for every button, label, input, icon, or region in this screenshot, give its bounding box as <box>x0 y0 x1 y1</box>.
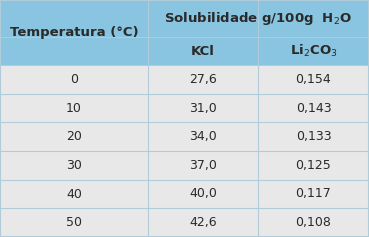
Bar <box>0 180 369 208</box>
Text: 0,143: 0,143 <box>296 101 331 114</box>
Text: 30: 30 <box>66 159 82 172</box>
Text: 27,6: 27,6 <box>189 73 217 86</box>
Text: Li$_2$CO$_3$: Li$_2$CO$_3$ <box>290 43 337 59</box>
Text: 0,108: 0,108 <box>296 216 331 229</box>
Text: 42,6: 42,6 <box>189 216 217 229</box>
Text: KCl: KCl <box>191 45 215 58</box>
Text: 0,125: 0,125 <box>296 159 331 172</box>
Text: 34,0: 34,0 <box>189 130 217 143</box>
Bar <box>0 94 369 122</box>
Text: 40,0: 40,0 <box>189 187 217 201</box>
Text: 50: 50 <box>66 216 82 229</box>
Text: 31,0: 31,0 <box>189 101 217 114</box>
Text: 40: 40 <box>66 187 82 201</box>
Text: 0: 0 <box>70 73 78 86</box>
Text: 0,117: 0,117 <box>296 187 331 201</box>
Bar <box>0 208 369 237</box>
Text: Solubilidade g/100g  H$_2$O: Solubilidade g/100g H$_2$O <box>165 10 352 27</box>
Bar <box>0 151 369 180</box>
Text: 37,0: 37,0 <box>189 159 217 172</box>
Bar <box>0 122 369 151</box>
Text: 0,154: 0,154 <box>296 73 331 86</box>
Text: 10: 10 <box>66 101 82 114</box>
Bar <box>0 65 369 94</box>
Text: 20: 20 <box>66 130 82 143</box>
Text: Temperatura (°C): Temperatura (°C) <box>10 26 138 39</box>
Bar <box>0 0 369 65</box>
Text: 0,133: 0,133 <box>296 130 331 143</box>
